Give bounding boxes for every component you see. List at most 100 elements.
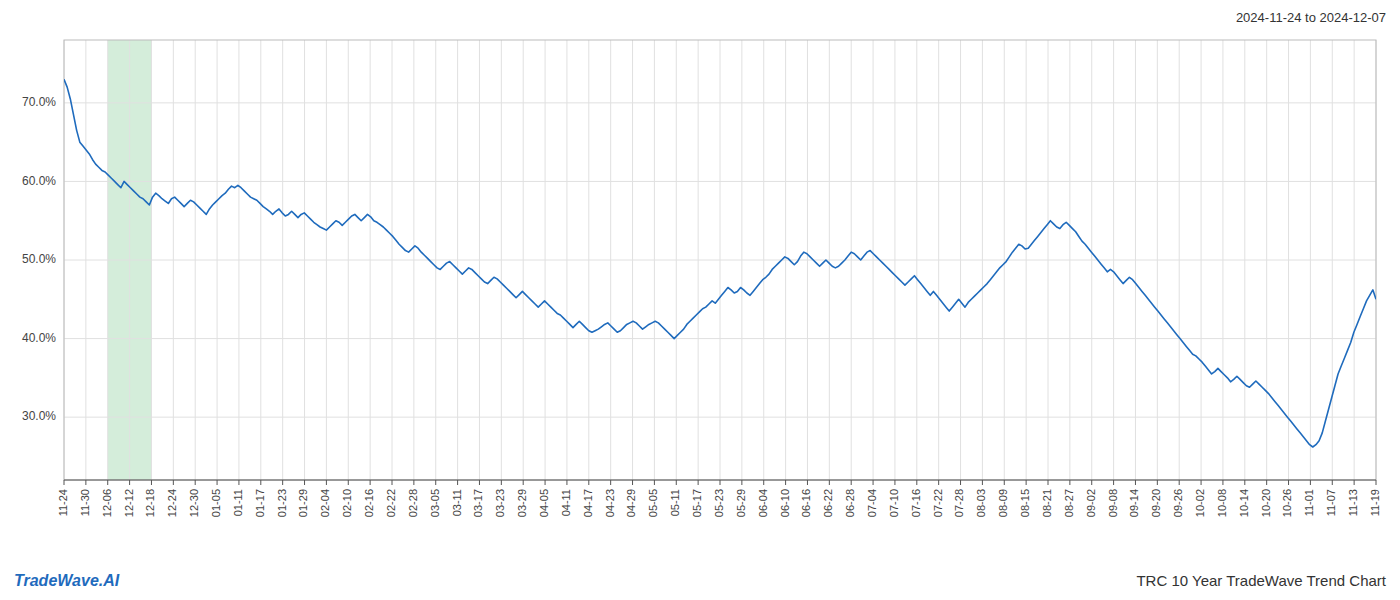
x-grid-line	[654, 40, 655, 480]
x-tick-label: 01-11	[232, 489, 244, 516]
x-tick	[1266, 480, 1267, 485]
x-tick-label: 10-14	[1238, 489, 1250, 517]
x-tick-label: 11-13	[1347, 489, 1359, 516]
x-tick	[304, 480, 305, 485]
x-tick-label: 02-10	[341, 489, 353, 517]
x-tick-label: 11-19	[1369, 489, 1381, 516]
x-tick	[348, 480, 349, 485]
x-grid-line	[457, 40, 458, 480]
x-tick	[282, 480, 283, 485]
x-tick-label: 01-17	[254, 489, 266, 517]
y-tick-label: 60.0%	[22, 174, 56, 188]
x-tick-label: 08-21	[1041, 489, 1053, 517]
x-tick	[107, 480, 108, 485]
x-tick-label: 11-24	[57, 489, 69, 516]
x-tick	[217, 480, 218, 485]
x-tick	[720, 480, 721, 485]
x-tick	[807, 480, 808, 485]
annotation: TradeWave.AI	[14, 572, 120, 589]
x-tick	[173, 480, 174, 485]
x-grid-line	[173, 40, 174, 480]
x-tick-label: 01-23	[276, 489, 288, 517]
x-grid-line	[566, 40, 567, 480]
x-grid-line	[413, 40, 414, 480]
x-tick	[632, 480, 633, 485]
x-tick	[1113, 480, 1114, 485]
x-tick	[435, 480, 436, 485]
x-tick	[763, 480, 764, 485]
x-tick-label: 09-14	[1128, 489, 1140, 517]
x-tick	[479, 480, 480, 485]
x-tick	[1157, 480, 1158, 485]
x-tick	[523, 480, 524, 485]
x-tick-label: 10-26	[1281, 489, 1293, 517]
x-grid-line	[873, 40, 874, 480]
x-grid-line	[610, 40, 611, 480]
y-tick-label: 40.0%	[22, 331, 56, 345]
x-grid-line	[1069, 40, 1070, 480]
x-grid-line	[1266, 40, 1267, 480]
x-tick	[1376, 480, 1377, 485]
x-tick-label: 05-11	[669, 489, 681, 516]
x-grid-line	[370, 40, 371, 480]
x-tick-label: 12-30	[188, 489, 200, 517]
x-tick-label: 12-18	[144, 489, 156, 517]
x-grid-line	[785, 40, 786, 480]
x-tick	[938, 480, 939, 485]
x-grid-line	[1113, 40, 1114, 480]
y-tick-label: 50.0%	[22, 252, 56, 266]
x-grid-line	[151, 40, 152, 480]
subtitle: 2024-11-24 to 2024-12-07	[1236, 10, 1386, 25]
chart-svg: 30.0%40.0%50.0%60.0%70.0%11-2411-3012-06…	[0, 0, 1400, 600]
y-axis: 30.0%40.0%50.0%60.0%70.0%	[22, 95, 56, 423]
x-tick	[894, 480, 895, 485]
x-tick-label: 08-03	[975, 489, 987, 517]
x-tick-label: 10-08	[1216, 489, 1228, 517]
x-grid-line	[129, 40, 130, 480]
x-grid-line	[741, 40, 742, 480]
x-tick-label: 01-05	[210, 489, 222, 517]
y-tick-label: 30.0%	[22, 409, 56, 423]
x-tick-label: 01-29	[297, 489, 309, 517]
x-tick	[698, 480, 699, 485]
x-grid-line	[1048, 40, 1049, 480]
x-grid-line	[1157, 40, 1158, 480]
x-tick	[982, 480, 983, 485]
x-tick-label: 06-28	[844, 489, 856, 517]
x-grid-line	[982, 40, 983, 480]
x-grid-line	[588, 40, 589, 480]
x-grid-line	[632, 40, 633, 480]
x-grid-line	[916, 40, 917, 480]
x-tick-label: 07-16	[910, 489, 922, 517]
x-grid-line	[435, 40, 436, 480]
x-tick	[676, 480, 677, 485]
x-tick-label: 06-10	[779, 489, 791, 517]
title: TRC 10 Year TradeWave Trend Chart	[1136, 572, 1386, 589]
x-tick	[654, 480, 655, 485]
x-grid-line	[851, 40, 852, 480]
x-tick	[1201, 480, 1202, 485]
x-tick	[1244, 480, 1245, 485]
x-tick-label: 10-02	[1194, 489, 1206, 517]
x-grid-line	[1288, 40, 1289, 480]
x-tick	[1222, 480, 1223, 485]
x-tick	[151, 480, 152, 485]
x-grid-line	[676, 40, 677, 480]
series-group	[64, 79, 1376, 447]
x-tick-label: 09-26	[1172, 489, 1184, 517]
x-grid-line	[523, 40, 524, 480]
x-grid-line	[1179, 40, 1180, 480]
x-tick	[392, 480, 393, 485]
x-tick-label: 06-04	[757, 489, 769, 517]
x-grid-line	[392, 40, 393, 480]
x-grid-line	[238, 40, 239, 480]
x-grid-line	[545, 40, 546, 480]
x-tick	[64, 480, 65, 485]
x-grid-line	[960, 40, 961, 480]
x-tick	[851, 480, 852, 485]
x-tick	[1004, 480, 1005, 485]
x-tick	[1354, 480, 1355, 485]
x-tick	[501, 480, 502, 485]
plot-frame	[64, 40, 1376, 480]
x-grid-line	[1026, 40, 1027, 480]
